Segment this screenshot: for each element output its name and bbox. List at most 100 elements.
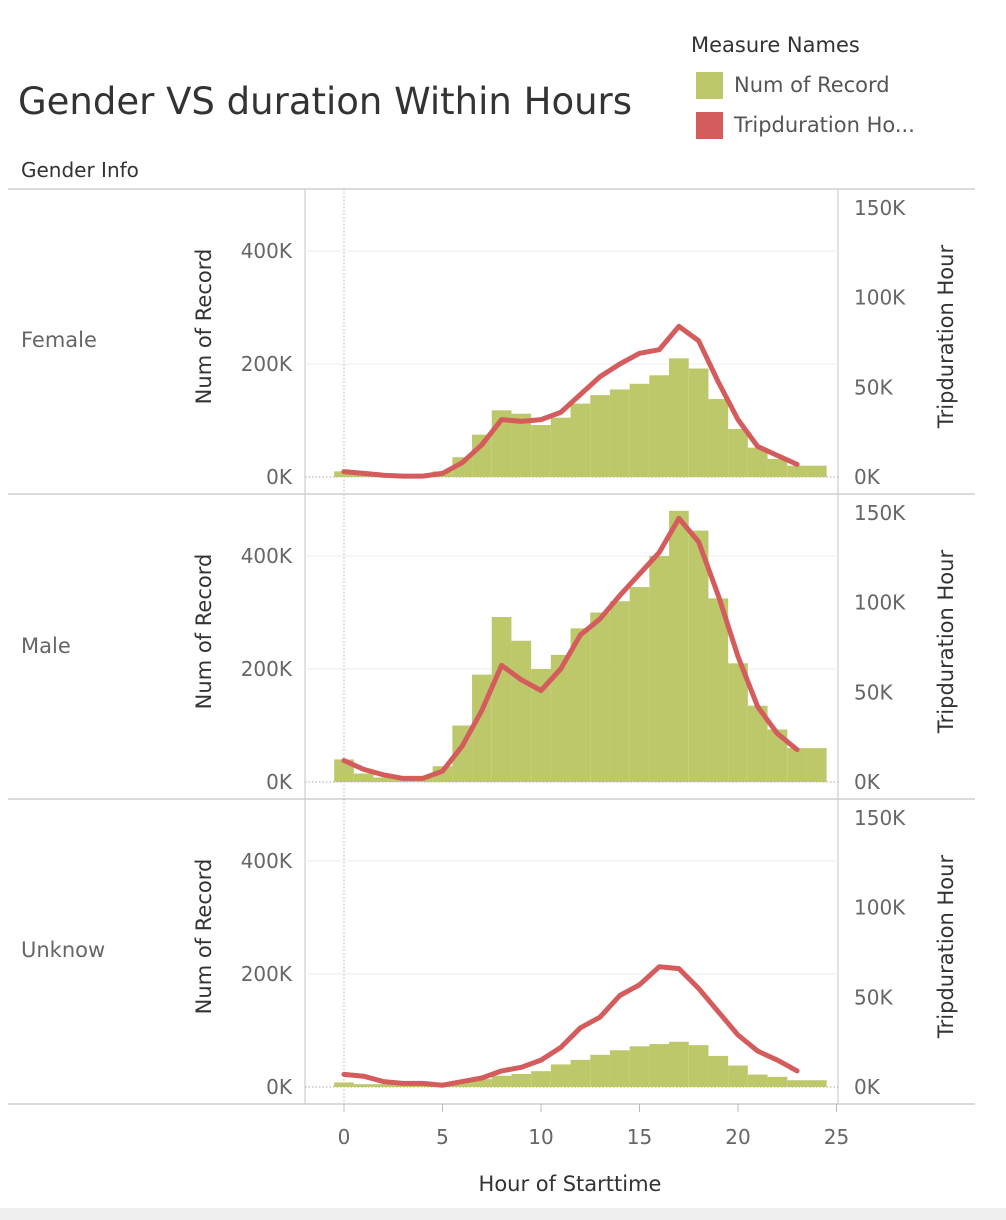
bar-num-of-record	[550, 654, 571, 782]
right-axis-tick-label: 100K	[854, 591, 906, 615]
left-axis-tick-label: 0K	[266, 465, 293, 489]
right-axis-tick-label: 150K	[854, 501, 906, 525]
left-axis-tick-label: 200K	[241, 962, 293, 986]
bar-num-of-record	[767, 729, 788, 782]
right-axis-tick-label: 100K	[854, 286, 906, 310]
bar-num-of-record	[669, 358, 689, 477]
row-header: Gender Info	[21, 158, 139, 182]
bar-num-of-record	[728, 428, 748, 477]
bar-num-of-record	[472, 434, 492, 477]
bar-num-of-record	[531, 669, 551, 782]
right-axis-tick-label: 0K	[854, 1075, 881, 1099]
left-axis-tick-label: 0K	[266, 1075, 293, 1099]
bar-num-of-record	[649, 1044, 670, 1087]
bar-num-of-record	[353, 1084, 374, 1087]
right-axis-tick-label: 100K	[854, 896, 906, 920]
bar-num-of-record	[708, 399, 729, 477]
bar-num-of-record	[688, 1045, 709, 1087]
bar-num-of-record	[787, 465, 807, 477]
bar-num-of-record	[806, 748, 827, 782]
x-axis-tick-label: 25	[824, 1125, 849, 1149]
bar-num-of-record	[590, 612, 610, 782]
bottom-bar	[0, 1208, 1006, 1220]
bar-num-of-record	[669, 1041, 689, 1087]
bar-num-of-record	[747, 447, 768, 477]
bar-num-of-record	[373, 1084, 394, 1087]
bar-num-of-record	[708, 1055, 729, 1087]
line-tripduration-hour	[341, 515, 800, 781]
left-axis-title: Num of Record	[192, 249, 216, 405]
bar-num-of-record	[353, 773, 374, 782]
left-axis-tick-label: 400K	[241, 849, 293, 873]
row-label-unknow: Unknow	[21, 938, 106, 962]
bar-num-of-record	[452, 1081, 473, 1087]
bar-num-of-record	[629, 383, 650, 477]
bar-num-of-record	[728, 663, 748, 782]
bar-num-of-record	[550, 417, 571, 477]
right-axis-title: Tripduration Hour	[934, 855, 958, 1040]
legend-label-num-of-record: Num of Record	[734, 73, 890, 97]
bar-num-of-record	[688, 530, 709, 782]
bar-num-of-record	[806, 465, 827, 477]
bar-num-of-record	[649, 556, 670, 782]
bar-num-of-record	[570, 1059, 591, 1087]
bar-num-of-record	[491, 1075, 512, 1087]
left-axis-tick-label: 200K	[241, 352, 293, 376]
x-axis-tick-label: 0	[338, 1125, 351, 1149]
line-tripduration-hour	[341, 323, 800, 479]
x-axis-tick-label: 15	[627, 1125, 652, 1149]
right-axis-tick-label: 50K	[854, 985, 893, 1009]
bar-num-of-record	[590, 1054, 610, 1087]
bar-num-of-record	[688, 368, 709, 477]
left-axis-tick-label: 400K	[241, 544, 293, 568]
right-axis-title: Tripduration Hour	[934, 245, 958, 430]
line-tripduration-hour	[341, 964, 800, 1088]
left-axis-tick-label: 200K	[241, 657, 293, 681]
bar-num-of-record	[787, 748, 807, 782]
left-axis-tick-label: 0K	[266, 770, 293, 794]
row-label-male: Male	[21, 634, 71, 658]
bar-num-of-record	[767, 458, 788, 477]
bar-num-of-record	[806, 1080, 827, 1087]
bar-num-of-record	[511, 640, 532, 782]
bar-num-of-record	[669, 510, 689, 782]
legend-swatch-num-of-record	[696, 72, 723, 99]
chart-title: Gender VS duration Within Hours	[18, 80, 633, 123]
bar-num-of-record	[609, 601, 630, 782]
x-axis-title: Hour of Starttime	[478, 1172, 662, 1196]
left-axis-title: Num of Record	[192, 554, 216, 710]
bar-num-of-record	[334, 1082, 354, 1087]
right-axis-title: Tripduration Hour	[934, 550, 958, 735]
x-axis-tick-label: 5	[436, 1125, 449, 1149]
bar-num-of-record	[531, 1071, 551, 1087]
bar-num-of-record	[747, 1074, 768, 1087]
bar-num-of-record	[747, 705, 768, 782]
bar-num-of-record	[373, 777, 394, 782]
bar-num-of-record	[609, 389, 630, 477]
bar-num-of-record	[767, 1076, 788, 1087]
bar-num-of-record	[570, 403, 591, 477]
bar-num-of-record	[452, 457, 473, 477]
legend-swatch-tripduration-hour	[696, 112, 723, 139]
legend-label-tripduration-hour: Tripduration Ho...	[734, 113, 915, 137]
bar-num-of-record	[629, 587, 650, 782]
bar-num-of-record	[570, 628, 591, 782]
bar-num-of-record	[472, 1079, 492, 1087]
bar-num-of-record	[649, 375, 670, 477]
legend-title: Measure Names	[691, 33, 860, 57]
bar-num-of-record	[609, 1050, 630, 1087]
bar-num-of-record	[629, 1046, 650, 1087]
left-axis-tick-label: 400K	[241, 239, 293, 263]
right-axis-tick-label: 150K	[854, 196, 906, 220]
bar-num-of-record	[708, 598, 729, 782]
left-axis-title: Num of Record	[192, 859, 216, 1015]
bar-num-of-record	[728, 1065, 748, 1087]
row-label-female: Female	[21, 328, 97, 352]
bar-num-of-record	[550, 1064, 571, 1087]
right-axis-tick-label: 50K	[854, 375, 893, 399]
bar-num-of-record	[491, 617, 512, 782]
bar-num-of-record	[511, 1074, 532, 1087]
bar-num-of-record	[590, 395, 610, 477]
bar-num-of-record	[334, 471, 354, 477]
